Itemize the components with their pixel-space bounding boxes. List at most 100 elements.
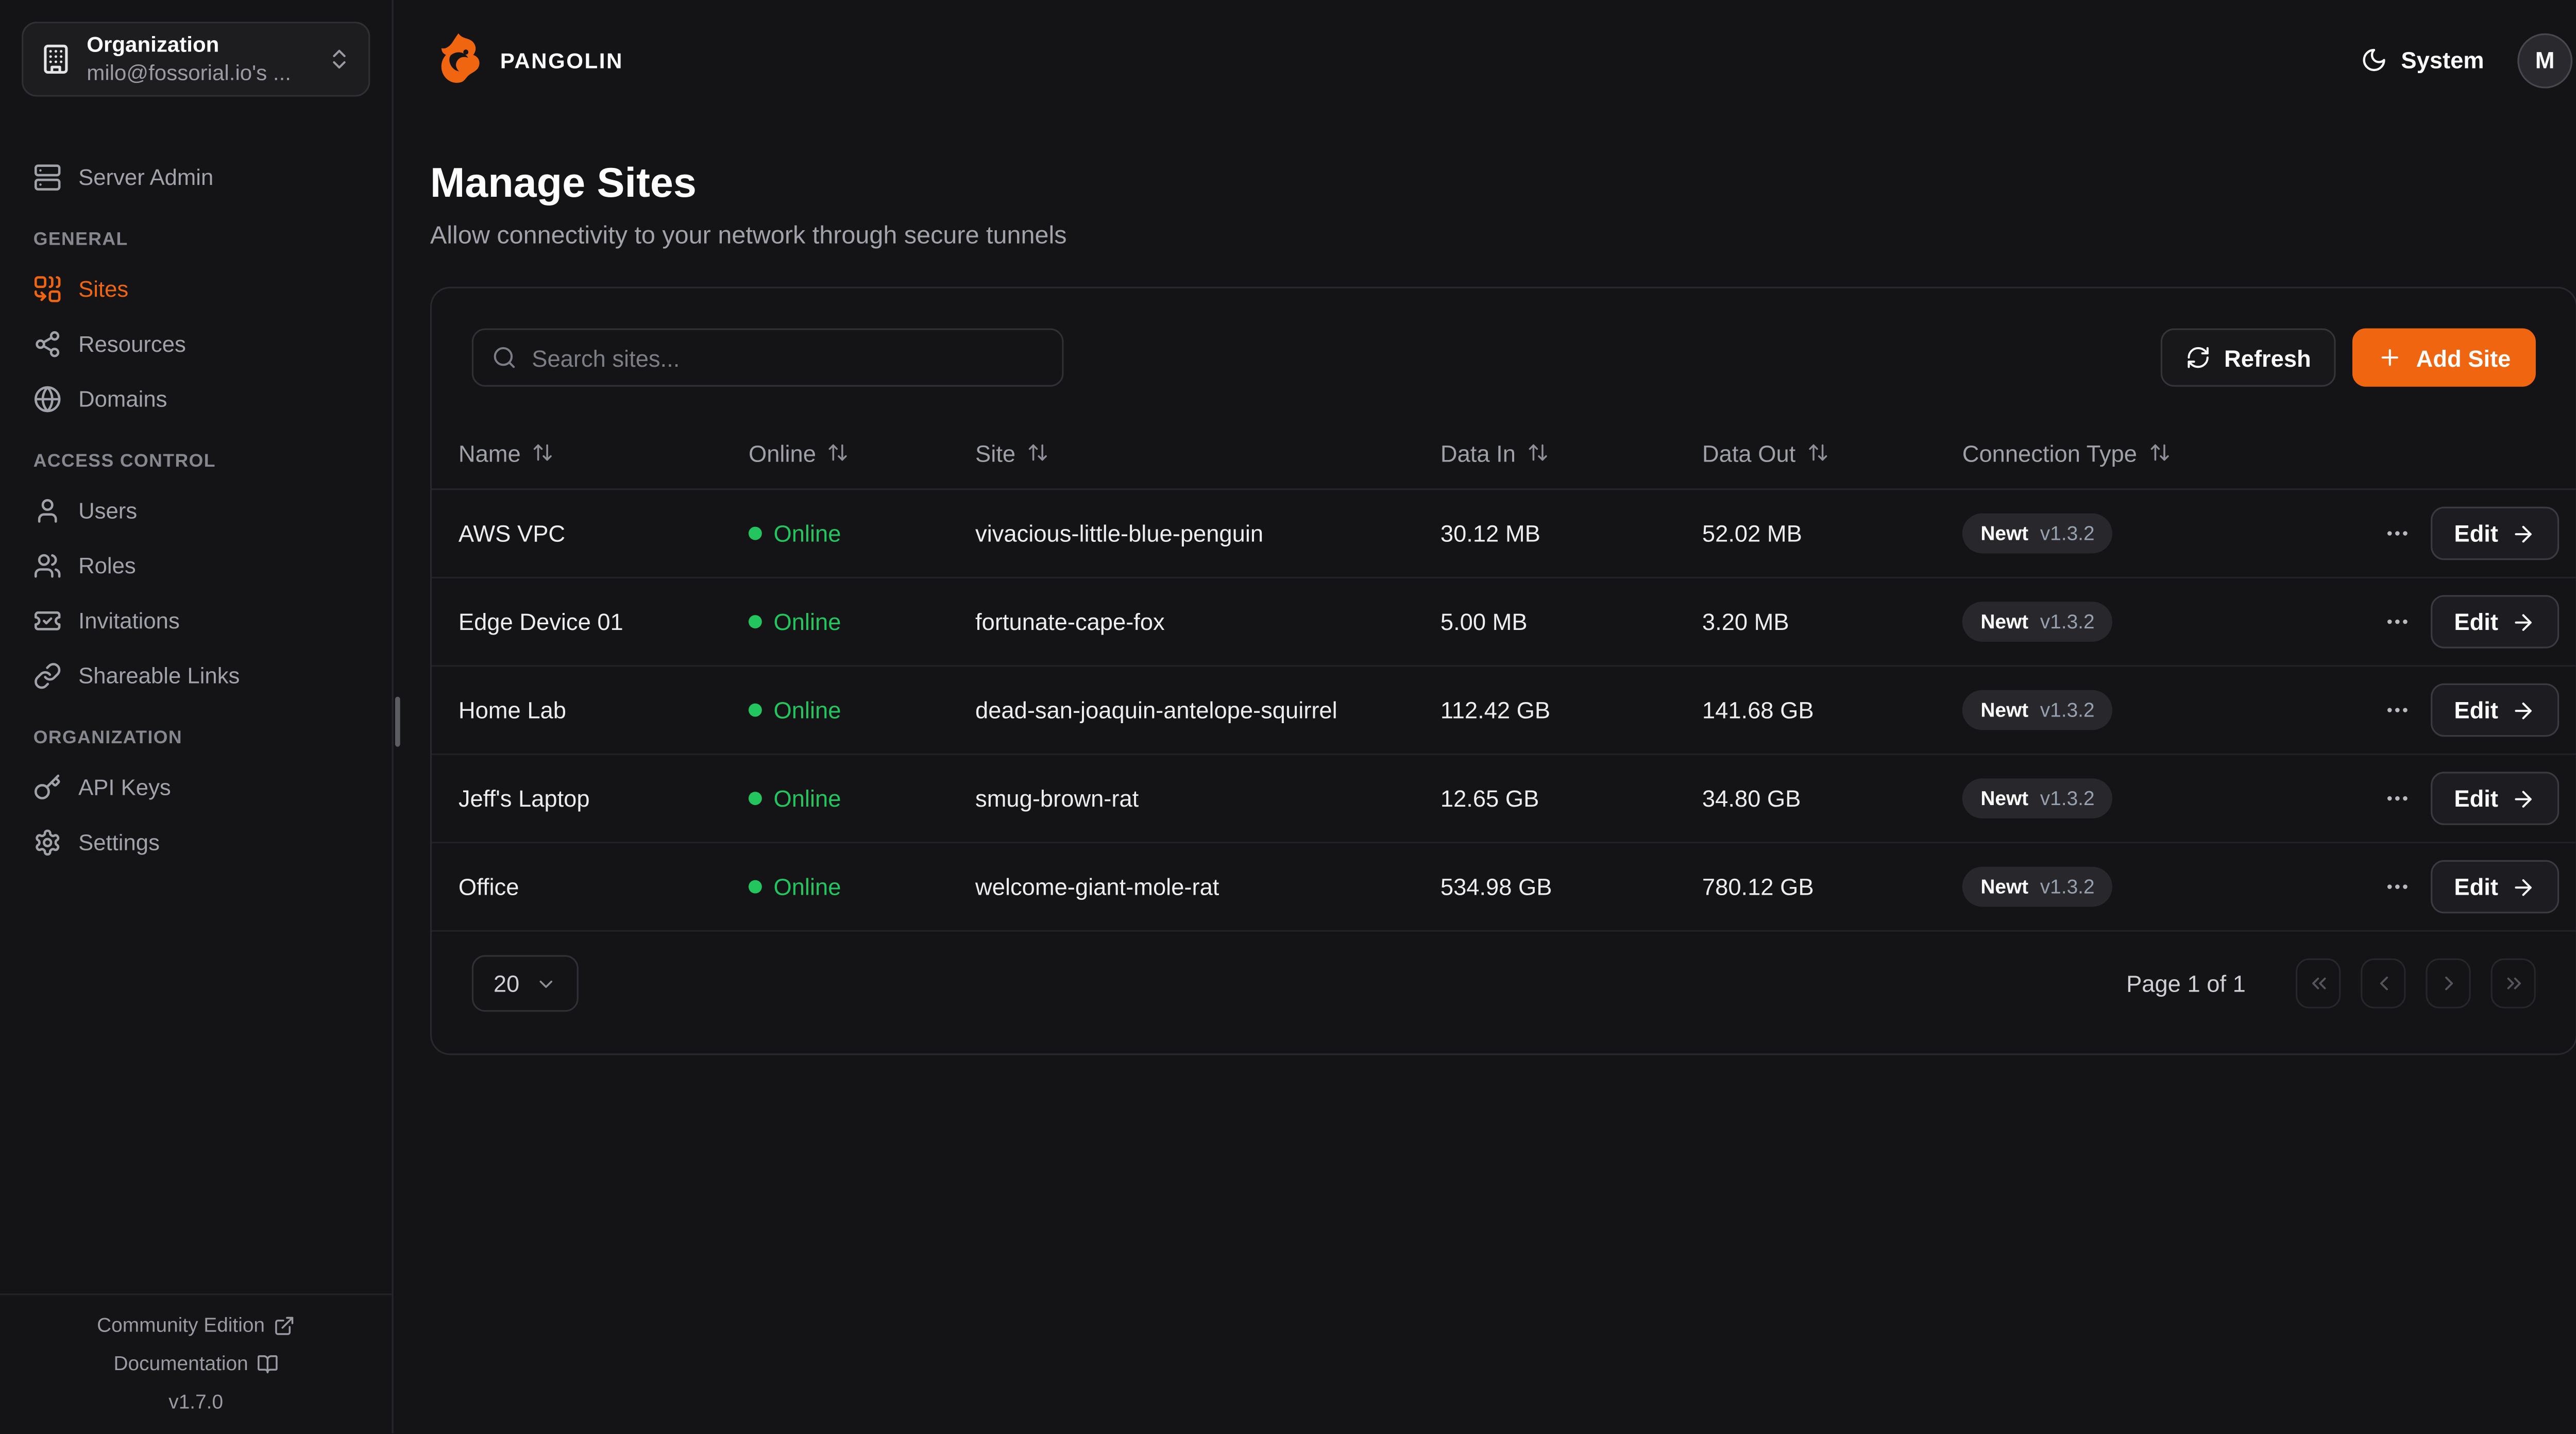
- edit-button[interactable]: Edit: [2431, 683, 2560, 737]
- brand[interactable]: PANGOLIN: [430, 31, 623, 88]
- first-page-button[interactable]: [2295, 958, 2341, 1009]
- add-site-button[interactable]: Add Site: [2352, 328, 2536, 387]
- column-header-name[interactable]: Name: [432, 439, 749, 466]
- chevrons-up-down-icon: [333, 49, 346, 69]
- online-dot: [748, 526, 762, 540]
- column-header-data-out[interactable]: Data Out: [1702, 439, 1962, 466]
- refresh-button[interactable]: Refresh: [2161, 328, 2336, 387]
- users-icon: [35, 553, 61, 577]
- sort-icon: [1809, 444, 1827, 461]
- column-header-connection-type[interactable]: Connection Type: [1962, 439, 2384, 466]
- sidebar-item-users[interactable]: Users: [22, 488, 370, 532]
- combine-icon: [35, 275, 61, 302]
- sidebar-footer: Community Edition Documentation v1.7.0: [0, 1293, 392, 1433]
- column-header-site[interactable]: Site: [975, 439, 1440, 466]
- plus-icon: [2382, 349, 2399, 366]
- theme-toggle[interactable]: System: [2361, 47, 2484, 73]
- section-label-organization: ORGANIZATION: [33, 728, 183, 748]
- sidebar-item-label: Users: [78, 497, 138, 523]
- column-header-data-in[interactable]: Data In: [1440, 439, 1702, 466]
- sidebar-item-label: Settings: [78, 829, 160, 855]
- chevron-left-icon: [2379, 977, 2387, 991]
- edit-button[interactable]: Edit: [2431, 506, 2560, 560]
- book-open-icon: [257, 1354, 278, 1373]
- row-menu-button[interactable]: [2384, 608, 2411, 635]
- sidebar-item-resources[interactable]: Resources: [22, 322, 370, 365]
- row-actions: Edit: [2384, 683, 2576, 737]
- connection-type-cell: Newt v1.3.2: [1962, 513, 2384, 554]
- page-subtitle: Allow connectivity to your network throu…: [430, 221, 1067, 250]
- site-name-cell: Jeff's Laptop: [458, 785, 590, 812]
- sort-icon: [534, 444, 552, 461]
- arrow-right-icon: [2515, 790, 2533, 807]
- documentation-link[interactable]: Documentation: [0, 1352, 392, 1375]
- sort-icon: [1029, 444, 1047, 461]
- sidebar-resize-handle[interactable]: [395, 696, 400, 747]
- edit-button[interactable]: Edit: [2431, 772, 2560, 825]
- sort-icon: [829, 444, 848, 461]
- connection-type-cell: Newt v1.3.2: [1962, 866, 2384, 907]
- ellipsis-icon: [2387, 796, 2408, 801]
- chevrons-right-icon: [2506, 977, 2520, 989]
- building-icon: [44, 44, 68, 74]
- row-actions: Edit: [2384, 595, 2576, 648]
- row-menu-button[interactable]: [2384, 874, 2411, 900]
- sidebar-item-label: Invitations: [78, 607, 180, 633]
- sidebar-item-invitations[interactable]: Invitations: [22, 599, 370, 642]
- card-toolbar: Refresh Add Site: [432, 288, 2575, 417]
- sidebar-item-roles[interactable]: Roles: [22, 543, 370, 587]
- edit-button[interactable]: Edit: [2431, 595, 2560, 648]
- ellipsis-icon: [2387, 708, 2408, 712]
- next-page-button[interactable]: [2426, 958, 2471, 1009]
- column-header-online[interactable]: Online: [749, 439, 975, 466]
- sidebar-item-shareable-links[interactable]: Shareable Links: [22, 654, 370, 697]
- site-name-cell: Office: [458, 873, 519, 900]
- row-menu-button[interactable]: [2384, 697, 2411, 724]
- data-in-cell: 112.42 GB: [1440, 696, 1551, 724]
- chevron-down-icon: [539, 980, 552, 987]
- refresh-button-label: Refresh: [2224, 344, 2311, 371]
- search-input[interactable]: [532, 344, 1044, 371]
- community-edition-label: Community Edition: [97, 1313, 265, 1337]
- chevrons-left-icon: [2311, 977, 2325, 989]
- site-slug-cell: fortunate-cape-fox: [975, 608, 1165, 635]
- moon-icon: [2363, 48, 2386, 72]
- data-out-cell: 52.02 MB: [1702, 520, 1802, 547]
- sidebar-item-sites[interactable]: Sites: [22, 267, 370, 310]
- row-menu-button[interactable]: [2384, 785, 2411, 812]
- arrow-right-icon: [2515, 702, 2533, 719]
- org-switcher[interactable]: Organization milo@fossorial.io's ...: [22, 22, 370, 97]
- search-box: [471, 328, 1064, 387]
- server-icon: [35, 163, 61, 190]
- row-menu-button[interactable]: [2384, 520, 2411, 547]
- page-size-select[interactable]: 20: [471, 955, 578, 1012]
- edit-button[interactable]: Edit: [2431, 860, 2560, 914]
- sidebar-item-domains[interactable]: Domains: [22, 377, 370, 420]
- sites-card: Refresh Add Site Name Online Site Data I…: [430, 286, 2576, 1055]
- sidebar-item-label: Resources: [78, 331, 186, 356]
- org-switcher-label: Organization: [87, 32, 219, 57]
- globe-icon: [35, 385, 61, 412]
- site-slug-cell: dead-san-joaquin-antelope-squirrel: [975, 696, 1337, 724]
- last-page-button[interactable]: [2490, 958, 2536, 1009]
- connection-badge: Newt v1.3.2: [1962, 513, 2113, 554]
- sidebar-item-server-admin[interactable]: Server Admin: [22, 155, 370, 198]
- ellipsis-icon: [2387, 884, 2408, 889]
- previous-page-button[interactable]: [2361, 958, 2406, 1009]
- sidebar-item-settings[interactable]: Settings: [22, 820, 370, 863]
- arrow-right-icon: [2515, 525, 2533, 542]
- sidebar-item-label: Roles: [78, 552, 136, 578]
- sidebar-item-api-keys[interactable]: API Keys: [22, 765, 370, 808]
- avatar[interactable]: M: [2517, 32, 2573, 88]
- status-cell: Online: [748, 520, 975, 547]
- connection-type-cell: Newt v1.3.2: [1962, 778, 2384, 818]
- app-version: v1.7.0: [168, 1390, 224, 1414]
- pager-buttons: [2295, 958, 2536, 1009]
- data-in-cell: 30.12 MB: [1440, 520, 1540, 547]
- refresh-icon: [2188, 347, 2209, 368]
- ticket-check-icon: [35, 610, 61, 630]
- online-dot: [748, 880, 762, 894]
- ellipsis-icon: [2387, 619, 2408, 624]
- community-edition-link[interactable]: Community Edition: [0, 1313, 392, 1337]
- page-indicator: Page 1 of 1: [2126, 970, 2246, 997]
